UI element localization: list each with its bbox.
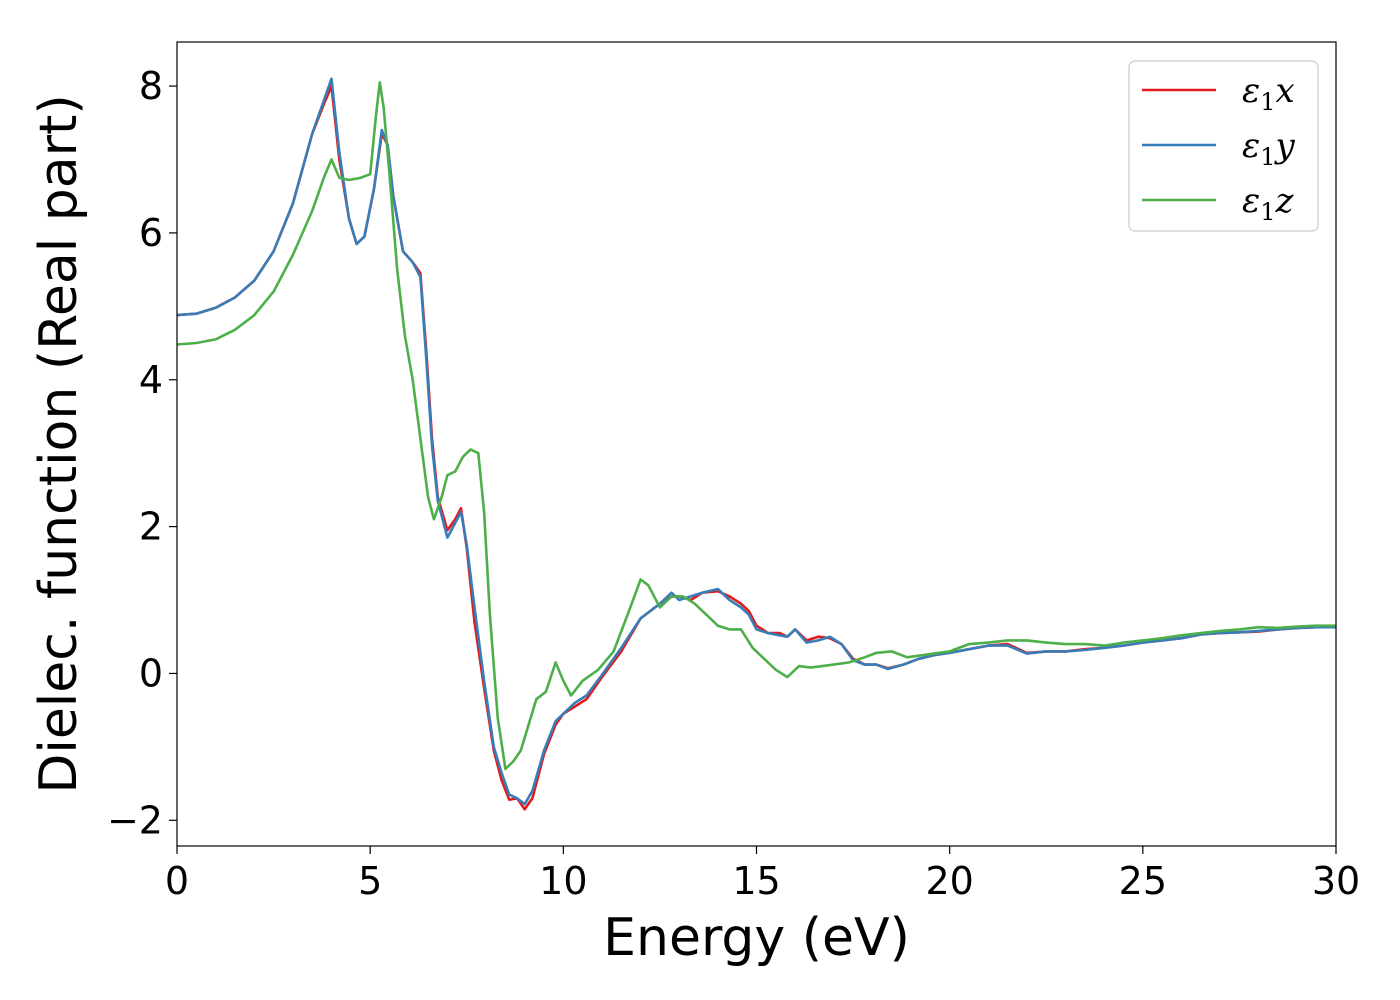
y-tick-label: 4: [139, 358, 163, 402]
series-line-y: [177, 77, 1336, 806]
y-axis-label: Dielec. function (Real part): [29, 94, 89, 793]
legend-label: ε1x: [1242, 71, 1295, 116]
series-line-z: [177, 81, 1336, 771]
y-tick-label: 8: [139, 64, 163, 108]
legend-label: ε1z: [1242, 181, 1295, 226]
x-tick-label: 25: [1119, 859, 1167, 903]
y-tick-label: 0: [139, 651, 163, 695]
x-tick-label: 10: [539, 859, 587, 903]
legend-label: ε1y: [1242, 126, 1296, 171]
x-tick-label: 5: [358, 859, 382, 903]
x-tick-label: 20: [925, 859, 973, 903]
x-tick-label: 30: [1312, 859, 1360, 903]
x-axis-label: Energy (eV): [603, 908, 910, 968]
legend: ε1x ε1y ε1z: [1128, 60, 1319, 232]
y-tick-label: −2: [107, 798, 163, 842]
plot-area: [177, 77, 1336, 811]
y-tick-label: 6: [139, 211, 163, 255]
x-tick-label: 0: [165, 859, 189, 903]
legend-box: [1128, 60, 1319, 232]
y-tick-label: 2: [139, 505, 163, 549]
x-tick-label: 15: [732, 859, 780, 903]
